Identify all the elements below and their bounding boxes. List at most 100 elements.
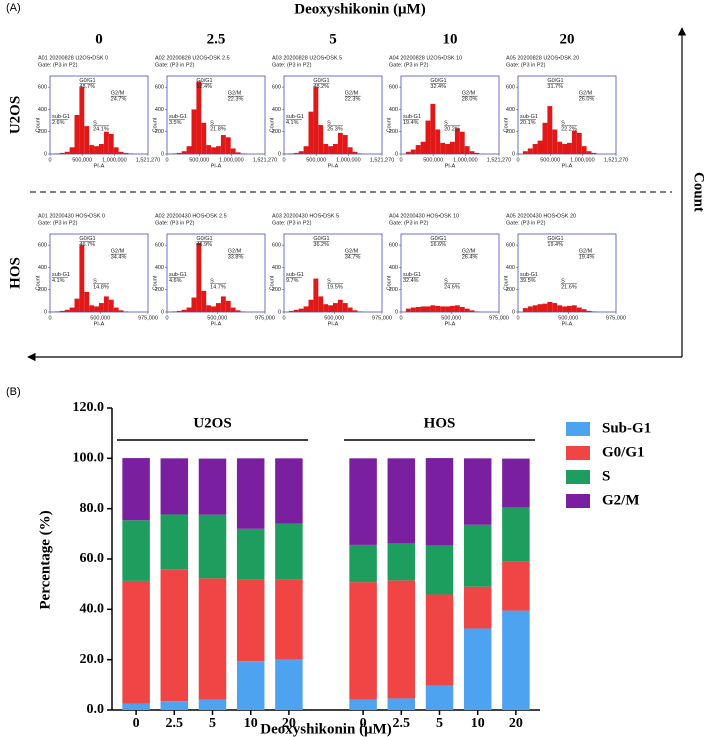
x-tick-label: 0 [282, 157, 285, 163]
gate-name: G0/G1 [430, 78, 446, 84]
gate-name: S [561, 120, 565, 126]
x-tick-label: 500,000 [423, 157, 443, 163]
histogram-bin [118, 151, 124, 154]
gate-value: 25.3% [327, 126, 343, 132]
histogram-bin [211, 147, 216, 154]
histogram-bin [303, 306, 309, 312]
y-tick-label: 0 [161, 151, 164, 157]
gate-value: 4.1% [286, 120, 299, 126]
x-tick-label: 1,521,270 [136, 157, 160, 163]
gate-value: 9.7% [286, 278, 299, 284]
histogram-bin [89, 145, 95, 154]
gate-value: 22.3% [228, 97, 244, 103]
histogram-bin [64, 309, 70, 312]
histogram-bin [557, 305, 563, 312]
gate-name: S [327, 120, 331, 126]
gate-name: sub-G1 [520, 272, 538, 278]
bar-segment [387, 458, 416, 544]
histogram-bin [89, 305, 95, 312]
histogram-bin [94, 306, 99, 312]
bar-segment [275, 458, 303, 524]
x-axis-label: PI-A [562, 321, 573, 327]
histogram-bin [79, 245, 85, 312]
histogram-bin [440, 306, 446, 312]
gate-value: 48.2% [313, 84, 329, 90]
gate-name: S [327, 278, 331, 284]
gate-name: S [93, 120, 97, 126]
histogram-bin [459, 306, 465, 312]
panel-label: (A) [6, 2, 21, 14]
x-tick-label: 1,521,270 [604, 157, 628, 163]
x-tick-label: 975,000 [138, 315, 158, 321]
plot-frame [400, 233, 500, 313]
y-axis-label: Count [269, 275, 275, 290]
panel-a-header: Deoxyshikonin (μM) [294, 1, 425, 17]
plot-frame [49, 75, 149, 155]
bar-segment [122, 703, 150, 710]
histogram-bin [454, 128, 460, 154]
histogram-bin [298, 308, 304, 312]
histogram-bin [293, 152, 299, 154]
gate-value: 31.7% [547, 84, 563, 90]
histogram-bin [337, 132, 343, 154]
bar-segment [160, 569, 189, 702]
histogram-bin [415, 306, 421, 312]
plot-gate: Gate: (P3 in P2) [272, 62, 312, 68]
gate-value: 46.9% [196, 242, 212, 248]
histogram-bin [99, 143, 104, 154]
bar-segment [236, 528, 265, 580]
group-label: HOS [424, 415, 456, 431]
y-tick-label: 400 [506, 265, 515, 271]
y-axis-label: Count [503, 117, 509, 132]
gate-value: 19.4% [403, 120, 419, 126]
histogram-bin [527, 148, 533, 154]
y-tick-label: 0 [44, 309, 47, 315]
y-tick-label: 80.0 [80, 501, 105, 516]
histogram-bin [333, 303, 338, 312]
x-tick-label: 975,000 [372, 315, 392, 321]
histogram-bin [181, 309, 187, 312]
gate-value: 46.7% [79, 242, 95, 248]
histogram-bin [410, 149, 416, 154]
gate-name: G0/G1 [313, 78, 329, 84]
histogram-bin [323, 304, 329, 312]
histogram-bin [552, 303, 558, 312]
bar-segment [275, 579, 303, 660]
plot-gate: Gate: (P3 in P2) [506, 220, 546, 226]
x-tick-label: 0 [165, 157, 168, 163]
plot-frame [283, 75, 383, 155]
legend-swatch [566, 446, 590, 460]
histogram-bin [537, 140, 543, 154]
gate-value: 3.5% [169, 120, 182, 126]
histogram-bin [328, 146, 333, 154]
gate-name: G0/G1 [196, 78, 212, 84]
histogram-bin [230, 148, 236, 154]
gate-value: 52.4% [196, 84, 212, 90]
x-tick-label: 0 [516, 157, 519, 163]
y-tick-label: 200 [272, 287, 281, 293]
y-tick-label: 600 [389, 85, 398, 91]
plot-title: A02 20200828 U2OS•DSK 2.5 [155, 55, 230, 61]
y-tick-label: 200 [38, 129, 47, 135]
histogram-bin [474, 152, 480, 154]
bar-segment [425, 458, 454, 546]
histogram-bin [557, 141, 563, 154]
gate-value: 4.1% [52, 278, 65, 284]
gate-name: sub-G1 [52, 114, 70, 120]
bar-segment [502, 610, 530, 710]
histogram-bin [337, 299, 343, 312]
x-axis-label: Deoxyshikonin (μM) [260, 721, 391, 737]
histogram-bin [333, 143, 338, 154]
gate-name: G2/M [345, 249, 359, 255]
y-tick-label: 200 [506, 287, 515, 293]
histogram-bin [342, 135, 348, 154]
histogram-bin [206, 145, 212, 154]
plot-frame [517, 233, 617, 313]
y-tick-label: 600 [506, 85, 515, 91]
bar-segment [425, 545, 454, 595]
gate-value: 32.4% [430, 84, 446, 90]
y-tick-label: 600 [389, 243, 398, 249]
column-label: 0 [95, 31, 103, 47]
plot-title: A02 20200430 HOS•DSK 2.5 [155, 213, 227, 219]
histogram-bin [586, 310, 592, 312]
